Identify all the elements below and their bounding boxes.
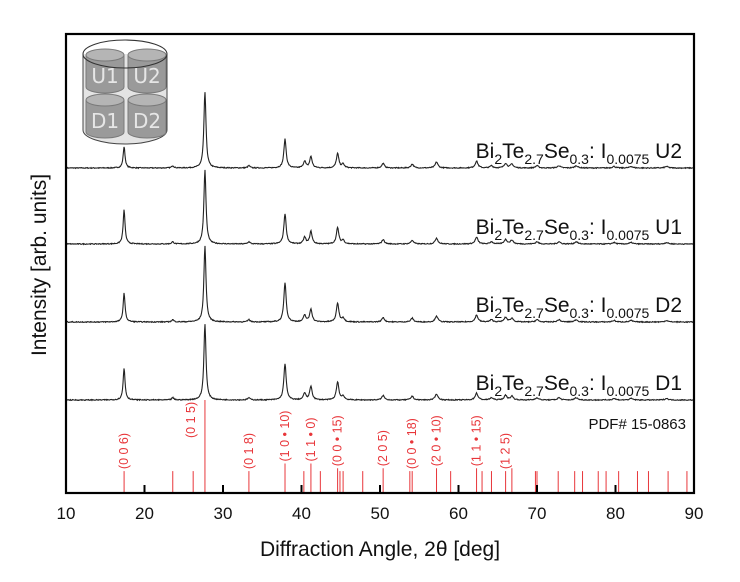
hkl-label: (2 0 5) xyxy=(376,430,390,466)
outer-cylinder-top xyxy=(82,39,168,69)
sample-cell xyxy=(127,99,167,139)
pattern-u2-trace xyxy=(66,92,694,170)
hkl-label: (1 1 • 0) xyxy=(304,418,318,462)
sample-label-u1: Bi2Te2.7Se0.3: I0.0075 U1 xyxy=(476,216,682,243)
sample-cell xyxy=(85,99,125,139)
x-tick-label: 20 xyxy=(135,504,154,523)
reference-lines-layer xyxy=(123,400,688,492)
y-axis-label: Intensity [arb. units] xyxy=(28,174,51,356)
x-tick-label: 80 xyxy=(606,504,625,523)
x-tick-label: 40 xyxy=(292,504,311,523)
sample-cell-top xyxy=(85,93,125,107)
x-tick-label: 60 xyxy=(449,504,468,523)
sample-label-d1: Bi2Te2.7Se0.3: I0.0075 D1 xyxy=(476,372,682,399)
plot-area xyxy=(66,34,694,493)
reference-card-label: PDF# 15-0863 xyxy=(588,416,686,433)
hkl-label: (1 0 • 10) xyxy=(278,411,292,462)
x-tick-label: 50 xyxy=(371,504,390,523)
sample-cell xyxy=(127,54,167,94)
x-tick-label: 90 xyxy=(685,504,704,523)
x-axis: 10 20 30 40 50 60 70 80 90 xyxy=(57,485,704,523)
hkl-label: (0 0 • 18) xyxy=(405,418,419,469)
inset-label: U2 xyxy=(133,64,160,88)
hkl-label: (1 2 5) xyxy=(499,433,513,469)
sample-cell-top xyxy=(127,48,167,62)
sample-labels-layer: Bi2Te2.7Se0.3: I0.0075 U2 Bi2Te2.7Se0.3: … xyxy=(476,140,682,399)
pattern-d1-trace xyxy=(66,324,694,402)
sample-label-u2: Bi2Te2.7Se0.3: I0.0075 U2 xyxy=(476,140,682,167)
inset-label: D2 xyxy=(133,109,161,133)
hkl-label: (1 1 • 15) xyxy=(470,415,484,466)
x-tick-label: 10 xyxy=(57,504,76,523)
hkl-label: (0 0 • 15) xyxy=(331,415,345,466)
hkl-label: (0 1 5) xyxy=(184,402,198,438)
sample-cell-top xyxy=(127,93,167,107)
pattern-u1-trace xyxy=(66,169,694,246)
hkl-label: (0 0 6) xyxy=(117,433,131,469)
x-tick-label: 70 xyxy=(528,504,547,523)
sample-label-d2: Bi2Te2.7Se0.3: I0.0075 D2 xyxy=(476,294,682,321)
hkl-label: (0 1 8) xyxy=(242,433,256,469)
inset-label: D1 xyxy=(91,109,119,133)
x-axis-label: Diffraction Angle, 2θ [deg] xyxy=(260,538,500,561)
sample-cell-top xyxy=(85,48,125,62)
x-tick-label: 30 xyxy=(214,504,233,523)
hkl-label: (2 0 • 10) xyxy=(430,415,444,466)
patterns-layer xyxy=(66,92,694,402)
pattern-d2-trace xyxy=(66,245,694,324)
hkl-labels-layer: (0 0 6) (0 1 5) (0 1 8) (1 0 • 10) (1 1 • 0)… xyxy=(117,402,513,469)
